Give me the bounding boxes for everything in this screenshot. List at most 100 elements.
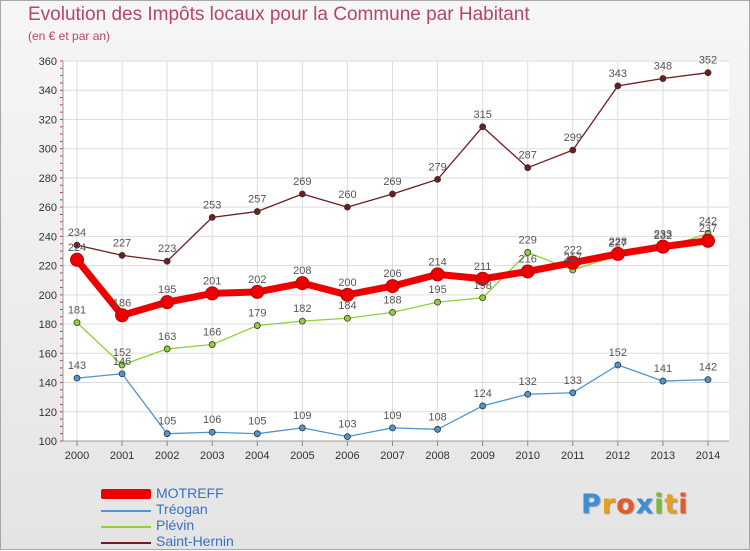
data-label: 152 [609, 347, 627, 359]
data-point [385, 279, 400, 294]
data-point [701, 233, 715, 248]
data-label: 343 [609, 68, 627, 80]
data-point [659, 75, 667, 82]
data-point [208, 341, 216, 348]
data-point [163, 430, 171, 438]
logo-letter: r [601, 489, 617, 520]
data-point [253, 322, 261, 329]
data-point [569, 146, 577, 154]
y-tick-label: 360 [39, 56, 57, 68]
logo-letter: o [616, 489, 636, 520]
data-point [253, 208, 261, 215]
data-label: 257 [248, 194, 266, 206]
data-point [340, 287, 355, 302]
data-label: 109 [383, 410, 401, 422]
y-tick-label: 220 [39, 261, 57, 273]
x-tick-label: 2000 [65, 450, 89, 462]
data-point [565, 255, 580, 270]
x-tick-label: 2012 [606, 450, 630, 462]
data-label: 237 [699, 223, 717, 235]
x-tick-label: 2014 [696, 450, 720, 462]
logo-letter: t [664, 489, 679, 520]
data-label: 269 [383, 176, 401, 188]
data-label: 198 [473, 280, 491, 292]
data-label: 182 [293, 303, 311, 315]
data-label: 232 [654, 230, 672, 242]
data-label: 124 [473, 388, 491, 400]
data-label: 201 [203, 275, 221, 287]
data-point [344, 433, 351, 441]
proxiti-logo: Proxiti [581, 489, 689, 520]
data-label: 202 [248, 274, 266, 286]
data-point [614, 361, 622, 369]
y-tick-label: 260 [39, 202, 57, 214]
x-tick-label: 2001 [110, 450, 134, 462]
data-label: 108 [428, 411, 446, 423]
data-point [475, 271, 490, 286]
x-tick-label: 2004 [245, 450, 269, 462]
data-label: 184 [338, 300, 356, 312]
data-label: 141 [654, 363, 672, 375]
legend-swatch-plevin [101, 526, 151, 528]
data-point [73, 374, 81, 382]
x-tick-label: 2011 [561, 450, 585, 462]
data-point [520, 264, 535, 279]
y-tick-label: 100 [39, 436, 57, 448]
y-tick-label: 160 [39, 348, 57, 360]
chart-title: Evolution des Impôts locaux pour la Comm… [28, 4, 530, 25]
data-point [208, 428, 216, 436]
x-tick-label: 2002 [155, 450, 179, 462]
data-point [73, 241, 81, 249]
data-point [434, 298, 441, 306]
data-label: 234 [68, 227, 86, 239]
data-label: 222 [564, 245, 582, 257]
data-label: 105 [158, 416, 176, 428]
data-point [389, 190, 396, 198]
data-point [73, 319, 81, 327]
data-point [479, 123, 487, 131]
data-label: 287 [519, 150, 537, 162]
data-point [610, 246, 625, 261]
data-label: 228 [609, 236, 627, 248]
data-label: 195 [428, 284, 446, 296]
legend-swatch-motreff [101, 489, 151, 499]
data-label: 181 [68, 305, 86, 317]
data-label: 279 [428, 161, 446, 173]
y-tick-label: 340 [39, 85, 57, 97]
data-point [524, 390, 532, 398]
data-label: 143 [68, 360, 86, 372]
x-tick-label: 2003 [200, 450, 224, 462]
data-label: 109 [293, 410, 311, 422]
data-label: 132 [519, 376, 537, 388]
data-label: 188 [383, 294, 401, 306]
data-label: 208 [293, 265, 311, 277]
data-point [115, 308, 130, 323]
legend-swatch-treogan [101, 510, 151, 512]
y-tick-label: 180 [39, 319, 57, 331]
data-label: 299 [564, 132, 582, 144]
x-tick-label: 2007 [380, 450, 404, 462]
data-point [160, 295, 175, 310]
data-point [208, 213, 216, 221]
data-label: 186 [113, 297, 131, 309]
data-point [655, 239, 670, 254]
data-point [205, 286, 220, 301]
data-point [344, 314, 351, 322]
data-label: 105 [248, 416, 266, 428]
logo-letter: P [581, 489, 602, 520]
data-label: 229 [519, 234, 537, 246]
data-label: 152 [113, 347, 131, 359]
data-point [614, 82, 622, 90]
data-point [118, 361, 126, 369]
data-label: 223 [158, 243, 176, 255]
data-label: 142 [699, 362, 717, 374]
data-label: 195 [158, 284, 176, 296]
logo-letter: i [678, 489, 689, 520]
x-tick-label: 2008 [425, 450, 449, 462]
data-label: 269 [293, 176, 311, 188]
data-label: 227 [609, 237, 627, 249]
data-point [298, 424, 306, 432]
data-label: 206 [383, 268, 401, 280]
